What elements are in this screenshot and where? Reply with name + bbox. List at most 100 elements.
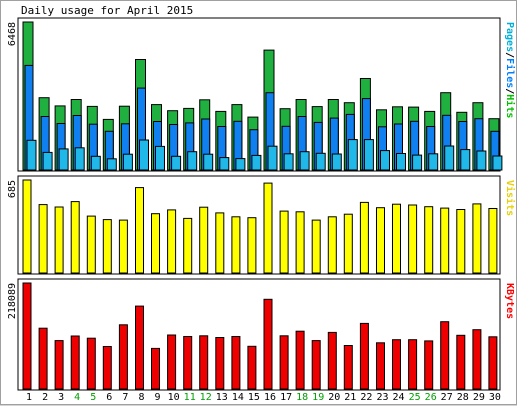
bar-kbytes-day-11 — [183, 336, 193, 390]
bar-pages-day-22 — [363, 139, 374, 171]
bar-visits-day-25 — [408, 204, 418, 274]
panel-legend: KBytes — [504, 283, 515, 319]
bar-pages-day-13 — [219, 157, 230, 171]
bar-kbytes-day-7 — [118, 324, 128, 390]
bar-kbytes-day-1 — [22, 282, 32, 390]
bar-visits-day-21 — [343, 213, 353, 274]
bar-visits-day-4 — [70, 201, 80, 274]
bar-visits-day-27 — [440, 207, 450, 274]
legend-entry: Hits — [504, 94, 516, 118]
x-tick-label: 6 — [106, 392, 112, 403]
bar-kbytes-day-21 — [343, 345, 353, 390]
x-tick-label: 8 — [138, 392, 144, 403]
bar-kbytes-day-20 — [327, 331, 337, 390]
bar-visits-day-26 — [424, 206, 434, 274]
x-tick-label: 7 — [122, 392, 128, 403]
x-tick-label: 9 — [154, 392, 160, 403]
series-pages — [26, 139, 503, 171]
bar-kbytes-day-30 — [488, 336, 498, 390]
bar-visits-day-15 — [247, 217, 257, 274]
legend-entry: / — [504, 88, 515, 94]
x-tick-label: 3 — [58, 392, 64, 403]
x-tick-label: 13 — [216, 392, 228, 403]
bar-kbytes-day-12 — [199, 335, 209, 390]
x-tick-label: 15 — [248, 392, 260, 403]
bar-pages-day-8 — [139, 139, 149, 171]
x-tick-label: 1 — [26, 392, 32, 403]
x-tick-label: 10 — [168, 392, 180, 403]
bar-kbytes-day-10 — [167, 334, 177, 390]
x-tick-label: 26 — [425, 392, 437, 403]
bar-pages-day-20 — [331, 153, 342, 171]
bar-pages-day-14 — [235, 158, 246, 171]
bar-visits-day-18 — [295, 211, 305, 274]
series-kbytes — [22, 282, 498, 390]
hits_panel: 6468 Pages/Files/Hits — [7, 17, 516, 172]
bar-pages-day-21 — [347, 139, 358, 171]
x-tick-label: 29 — [473, 392, 485, 403]
bar-pages-day-1 — [26, 139, 37, 171]
y-max-label: 6468 — [7, 22, 18, 46]
bar-kbytes-day-17 — [279, 335, 289, 390]
legend-entry: Pages — [504, 22, 515, 52]
panel-legend: Visits — [504, 180, 516, 216]
bar-pages-day-3 — [58, 148, 69, 171]
bar-pages-day-9 — [155, 145, 165, 171]
bar-kbytes-day-8 — [135, 305, 144, 390]
bar-kbytes-day-25 — [408, 339, 418, 390]
x-axis-day-labels: 1 2 3 4 5 6 7 8 9 10 11 12 13 14 15 16 17 18 19 20 21 22 23 24 2… — [26, 392, 501, 403]
bar-visits-day-9 — [151, 213, 160, 274]
x-tick-label: 4 — [74, 392, 80, 403]
x-tick-label: 14 — [232, 392, 244, 403]
bar-kbytes-day-18 — [295, 330, 305, 390]
bar-pages-day-7 — [122, 153, 133, 171]
bar-kbytes-day-26 — [424, 340, 434, 390]
bar-visits-day-13 — [215, 212, 225, 274]
legend-entry: Visits — [504, 180, 516, 216]
bar-kbytes-day-19 — [311, 340, 321, 390]
bar-visits-day-28 — [456, 209, 466, 274]
bar-pages-day-25 — [412, 154, 423, 171]
x-tick-label: 23 — [376, 392, 388, 403]
bar-pages-day-28 — [460, 149, 471, 171]
bar-kbytes-day-28 — [456, 334, 466, 390]
bar-kbytes-day-9 — [151, 347, 160, 390]
x-tick-label: 17 — [280, 392, 292, 403]
panel-border — [17, 175, 501, 275]
x-tick-label: 2 — [42, 392, 48, 403]
x-tick-label: 11 — [184, 392, 196, 403]
bar-visits-day-2 — [38, 204, 48, 274]
bar-pages-day-24 — [396, 153, 406, 171]
bar-pages-day-2 — [42, 151, 53, 171]
bar-pages-day-26 — [428, 153, 439, 171]
bar-visits-day-6 — [102, 219, 112, 274]
bar-kbytes-day-22 — [359, 322, 369, 390]
x-tick-label: 28 — [457, 392, 469, 403]
bar-pages-day-4 — [74, 147, 85, 171]
x-tick-label: 5 — [90, 392, 96, 403]
bar-kbytes-day-13 — [215, 337, 225, 390]
bar-kbytes-day-2 — [38, 327, 48, 390]
bar-kbytes-day-6 — [102, 346, 112, 390]
bar-visits-day-8 — [135, 187, 144, 274]
x-tick-label: 18 — [296, 392, 308, 403]
chart-title: Daily usage for April 2015 — [21, 4, 193, 17]
bar-pages-day-30 — [492, 155, 503, 171]
bar-visits-day-19 — [311, 219, 321, 274]
x-tick-label: 27 — [441, 392, 453, 403]
bar-pages-day-17 — [283, 153, 294, 171]
panel-border — [17, 17, 501, 172]
bar-visits-day-7 — [118, 219, 128, 274]
bar-visits-day-14 — [231, 216, 241, 274]
bar-kbytes-day-27 — [440, 321, 450, 390]
y-max-label: 685 — [7, 180, 18, 198]
bar-visits-day-1 — [22, 179, 32, 274]
visits_panel: 685 Visits — [7, 175, 516, 275]
bar-visits-day-30 — [488, 208, 498, 274]
bar-kbytes-day-3 — [54, 340, 64, 390]
x-tick-label: 12 — [200, 392, 212, 403]
bar-visits-day-24 — [392, 203, 401, 274]
bar-pages-day-11 — [187, 151, 198, 171]
bar-kbytes-day-29 — [472, 329, 482, 390]
